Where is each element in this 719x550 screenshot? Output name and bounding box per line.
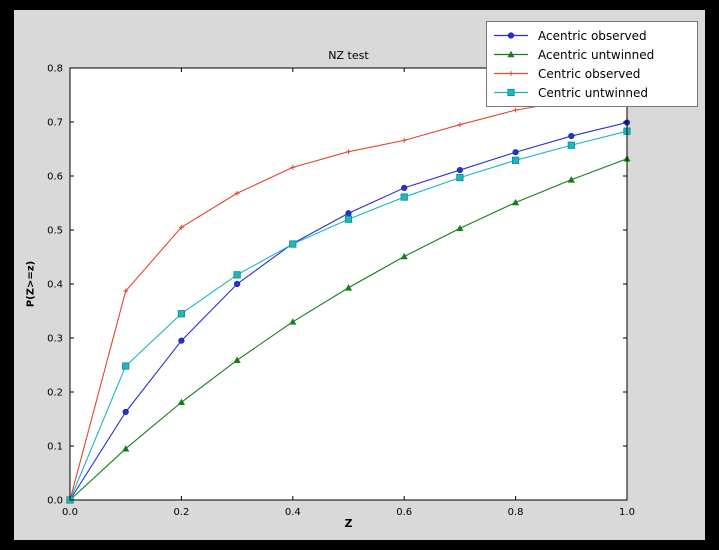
legend-item-acentric-observed: Acentric observed	[491, 26, 693, 45]
marker-acentric-observed	[122, 408, 129, 416]
marker-acentric-observed	[401, 184, 408, 191]
legend-label-centric-untwinned: Centric untwinned	[538, 85, 649, 100]
marker-acentric-untwinned	[456, 224, 464, 232]
y-tick-label: 0.3	[47, 334, 63, 345]
y-tick-label: 0.7	[47, 118, 63, 129]
marker-acentric-observed	[512, 149, 519, 156]
marker-acentric-untwinned	[122, 445, 130, 452]
marker-centric-untwinned	[122, 362, 130, 370]
marker-centric-untwinned	[567, 141, 575, 149]
marker-acentric-observed	[234, 280, 241, 288]
x-tick-label: 0.4	[285, 507, 301, 518]
marker-centric-untwinned	[177, 310, 185, 318]
marker-centric-untwinned	[233, 271, 241, 279]
legend-sample-line-acentric-observed	[494, 32, 528, 39]
legend: Acentric observed Acentric untwinned Centr…	[486, 21, 698, 107]
y-tick-label: 0.6	[47, 172, 63, 183]
legend-marker-acentric-observed	[507, 32, 515, 39]
marker-centric-untwinned	[344, 215, 353, 223]
y-axis-label: P(Z>=z)	[25, 260, 37, 308]
y-tick-label: 0.0	[47, 496, 63, 507]
legend-sample-line-centric-untwinned	[494, 88, 528, 97]
chart-title: NZ test	[328, 49, 369, 62]
legend-sample-line-acentric-untwinned	[494, 50, 528, 58]
legend-label-centric-observed: Centric observed	[538, 66, 641, 81]
y-tick-label: 0.4	[47, 280, 63, 291]
x-tick-label: 1.0	[619, 507, 635, 518]
y-tick-label: 0.8	[47, 64, 63, 75]
y-tick-label: 0.2	[47, 388, 63, 399]
marker-acentric-observed	[345, 210, 352, 217]
x-axis-label: Z	[344, 517, 353, 530]
legend-sample-line-centric-observed	[494, 71, 528, 76]
marker-acentric-untwinned	[512, 198, 520, 206]
legend-item-centric-untwinned: Centric untwinned	[491, 83, 693, 102]
marker-acentric-observed	[456, 166, 463, 174]
x-tick-label: 0.6	[396, 507, 412, 518]
legend-item-acentric-untwinned: Acentric untwinned	[491, 45, 693, 64]
legend-label-acentric-untwinned: Acentric untwinned	[538, 47, 655, 62]
x-tick-label: 0.0	[62, 507, 78, 518]
marker-acentric-untwinned	[289, 318, 297, 325]
marker-centric-untwinned	[289, 240, 297, 248]
marker-acentric-untwinned	[233, 356, 241, 363]
y-tick-label: 0.5	[47, 226, 63, 237]
legend-marker-centric-untwinned	[507, 88, 515, 97]
legend-label-acentric-observed: Acentric observed	[538, 28, 647, 43]
marker-centric-untwinned	[512, 156, 520, 164]
legend-marker-acentric-untwinned	[507, 50, 515, 58]
marker-centric-untwinned	[456, 174, 464, 182]
marker-acentric-untwinned	[400, 252, 408, 260]
marker-acentric-untwinned	[177, 398, 185, 406]
y-tick-label: 0.1	[47, 442, 63, 453]
x-tick-label: 0.8	[508, 507, 524, 518]
plot-background	[70, 68, 627, 500]
marker-centric-untwinned	[400, 193, 408, 201]
marker-acentric-observed	[178, 337, 185, 344]
marker-acentric-untwinned	[344, 284, 353, 291]
marker-acentric-observed	[568, 132, 575, 140]
marker-acentric-untwinned	[567, 176, 575, 183]
x-tick-label: 0.2	[173, 507, 189, 518]
legend-item-centric-observed: Centric observed	[491, 64, 693, 83]
